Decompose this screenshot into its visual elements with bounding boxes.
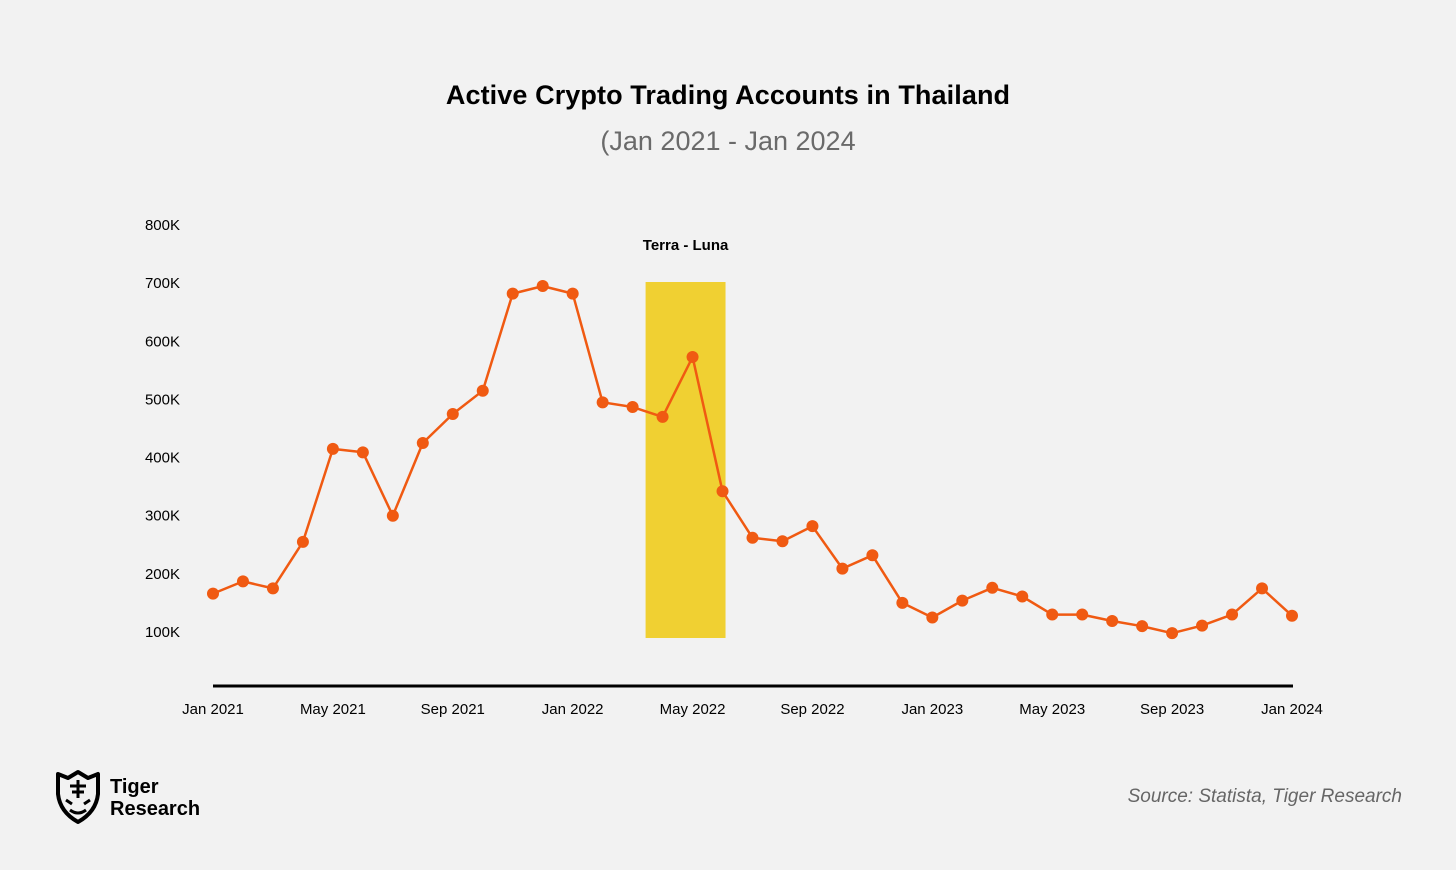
data-point <box>836 562 849 575</box>
x-tick-label: Jan 2024 <box>1261 701 1323 718</box>
data-point <box>1196 619 1209 632</box>
data-point <box>236 575 249 588</box>
x-tick-label: May 2021 <box>300 701 366 718</box>
data-point <box>1166 627 1179 640</box>
x-tick-label: Sep 2023 <box>1140 701 1204 718</box>
series-line-0 <box>211 284 1294 635</box>
y-tick-label: 100K <box>145 624 180 641</box>
data-point <box>1256 582 1269 595</box>
logo-line-tiger: Tiger <box>110 776 159 798</box>
data-point <box>986 581 999 594</box>
x-tick-label: Jan 2023 <box>901 701 963 718</box>
y-tick-label: 200K <box>145 566 180 583</box>
x-tick-label: May 2023 <box>1019 701 1085 718</box>
logo-line-research: Research <box>110 798 201 820</box>
data-point <box>506 287 519 300</box>
chart-title: Active Crypto Trading Accounts in Thaila… <box>445 80 1011 110</box>
data-point <box>476 384 489 397</box>
data-point <box>746 531 759 544</box>
y-tick-label: 600K <box>145 333 180 350</box>
tiger-research-logo: Tiger Research <box>52 768 232 828</box>
x-tick-label: Sep 2022 <box>780 701 844 718</box>
data-point <box>1286 609 1298 622</box>
data-point <box>446 407 459 420</box>
data-point <box>266 582 279 595</box>
x-tick-label: May 2022 <box>660 701 726 718</box>
annotation-label-0: Terra - Luna <box>643 237 729 254</box>
tiger-head-icon <box>56 770 100 824</box>
highlight-band-0 <box>645 282 726 638</box>
data-point <box>926 611 939 624</box>
source-note: Source: Statista, Tiger Research <box>1127 786 1402 807</box>
data-point <box>1226 608 1239 621</box>
data-point <box>716 485 729 498</box>
y-tick-label: 300K <box>145 508 180 525</box>
y-tick-label: 700K <box>145 275 180 292</box>
data-point <box>896 596 909 609</box>
x-tick-label: Jan 2022 <box>542 701 604 718</box>
data-point <box>207 587 219 600</box>
x-tick-label: Sep 2021 <box>421 701 485 718</box>
data-point <box>1136 620 1149 633</box>
data-point <box>1106 614 1119 627</box>
data-point <box>596 396 609 409</box>
data-point <box>776 535 789 548</box>
data-point <box>626 400 639 413</box>
data-point <box>536 280 549 293</box>
data-point <box>956 594 969 607</box>
x-tick-label: Jan 2021 <box>182 701 244 718</box>
data-point <box>326 442 339 455</box>
data-point <box>566 287 579 300</box>
data-point <box>686 350 699 363</box>
chart-subtitle: (Jan 2021 - Jan 2024 <box>600 126 856 156</box>
y-tick-label: 800K <box>145 217 180 234</box>
data-point <box>416 437 429 450</box>
data-point <box>1076 608 1089 621</box>
data-point <box>656 410 669 423</box>
data-point <box>866 549 879 562</box>
data-point <box>806 520 819 533</box>
y-tick-label: 400K <box>145 450 180 467</box>
data-point <box>296 535 309 548</box>
y-tick-label: 500K <box>145 391 180 408</box>
data-point <box>1016 590 1029 603</box>
data-point <box>356 446 369 459</box>
data-point <box>1046 608 1059 621</box>
data-point <box>386 509 399 522</box>
